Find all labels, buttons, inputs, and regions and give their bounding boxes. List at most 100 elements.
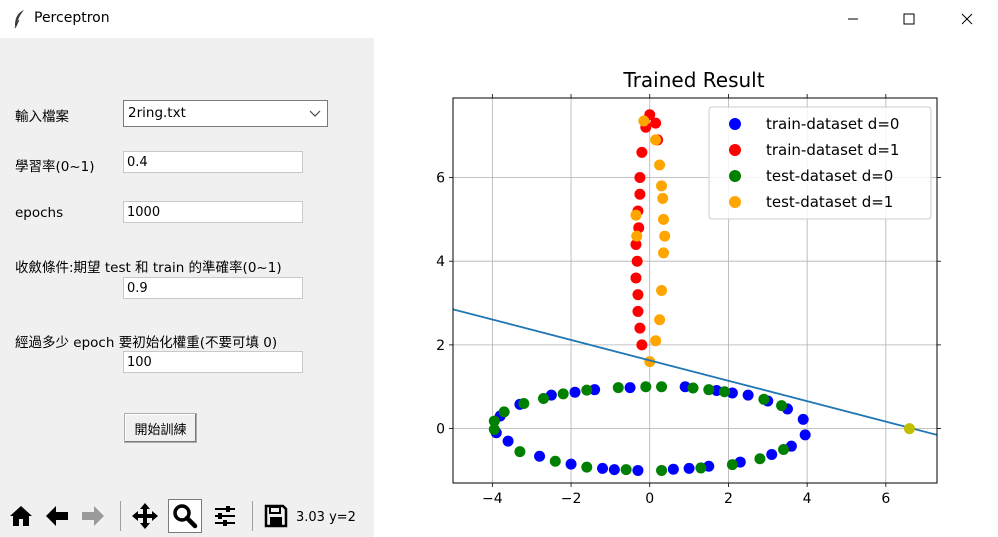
- scatter-point-series-0: [608, 464, 620, 476]
- save-icon: [264, 504, 288, 528]
- x-tick-label: 4: [803, 491, 812, 507]
- scatter-point-series-3: [658, 213, 670, 225]
- scatter-point-series-2: [557, 388, 569, 400]
- scatter-point-series-3: [650, 134, 662, 146]
- legend-marker: [729, 118, 741, 130]
- control-panel: 輸入檔案 2ring.txt 學習率(0~1) epochs 收斂條件:期望 t…: [0, 38, 374, 537]
- scatter-point-series-2: [581, 461, 593, 473]
- minimize-icon: [848, 18, 858, 20]
- scatter-point-series-1: [630, 272, 642, 284]
- scatter-point-series-0: [742, 389, 754, 401]
- home-button[interactable]: [4, 499, 38, 533]
- decision-boundary-line: [453, 308, 937, 436]
- scatter-point-series-0: [799, 429, 811, 441]
- file-label: 輸入檔案: [15, 109, 69, 125]
- scatter-point-series-2: [538, 392, 550, 404]
- window-title: Perceptron: [34, 10, 110, 26]
- scatter-point-series-2: [488, 415, 500, 427]
- close-button[interactable]: [944, 0, 990, 38]
- x-tick-label: 2: [724, 491, 733, 507]
- scatter-point-series-0: [624, 382, 636, 394]
- legend-label: train-dataset d=0: [766, 115, 899, 133]
- scatter-point-series-3: [659, 230, 671, 242]
- scatter-point-series-3: [658, 247, 670, 259]
- legend: train-dataset d=0 train-dataset d=1 test-d…: [708, 106, 932, 220]
- start-training-button[interactable]: 開始訓練: [124, 413, 197, 443]
- legend-marker: [729, 170, 741, 182]
- scatter-point-series-1: [634, 322, 646, 334]
- scatter-point-series-1: [633, 222, 645, 234]
- scatter-point-series-0: [683, 462, 695, 474]
- forward-arrow-icon: [82, 506, 104, 526]
- scatter-point-series-1: [634, 188, 646, 200]
- scatter-point-series-0: [632, 464, 644, 476]
- scatter-point-series-0: [667, 463, 679, 475]
- learning-rate-label: 學習率(0~1): [15, 159, 95, 175]
- scatter-point-series-0: [502, 435, 514, 447]
- scatter-point-series-2: [612, 382, 624, 394]
- feather-icon: [14, 10, 24, 29]
- scatter-point-series-2: [640, 381, 652, 393]
- scatter-point-series-2: [518, 397, 530, 409]
- pan-icon: [132, 503, 158, 529]
- file-select[interactable]: 2ring.txt: [123, 100, 328, 127]
- minimize-button[interactable]: [830, 0, 876, 38]
- save-button[interactable]: [259, 499, 293, 533]
- scatter-point-series-1: [650, 117, 662, 129]
- reinit-input[interactable]: [123, 351, 303, 373]
- scatter-point-series-0: [589, 384, 601, 396]
- scatter-point-series-3: [657, 192, 669, 204]
- back-arrow-icon: [46, 506, 68, 526]
- scatter-point-series-2: [498, 406, 510, 418]
- x-tick-label: 6: [881, 491, 890, 507]
- toolbar-separator: [120, 501, 121, 531]
- scatter-point-series-1: [630, 238, 642, 250]
- scatter-point-series-0: [766, 449, 778, 461]
- configure-icon: [215, 506, 235, 526]
- forward-button[interactable]: [76, 499, 110, 533]
- scatter-point-series-3: [650, 335, 662, 347]
- cursor-coordinates: 3.03 y=2: [296, 510, 356, 525]
- zoom-button[interactable]: [168, 499, 202, 533]
- scatter-point-series-2: [488, 423, 500, 435]
- scatter-point-series-2: [656, 464, 668, 476]
- home-icon: [10, 506, 32, 526]
- scatter-point-series-2: [758, 393, 770, 405]
- scatter-point-series-3: [656, 180, 668, 192]
- scatter-point-series-2: [776, 400, 788, 412]
- scatter-point-series-0: [569, 386, 581, 398]
- scatter-point-series-1: [634, 172, 646, 184]
- back-button[interactable]: [40, 499, 74, 533]
- maximize-button[interactable]: [886, 0, 932, 38]
- scatter-point-series-3: [654, 314, 666, 326]
- pan-button[interactable]: [128, 499, 162, 533]
- epochs-input[interactable]: [123, 201, 303, 223]
- scatter-point-series-2: [687, 382, 699, 394]
- scatter-point-series-2: [656, 381, 668, 393]
- data-series: [453, 109, 937, 476]
- legend-box: [708, 106, 932, 220]
- convergence-input[interactable]: [123, 277, 303, 299]
- file-select-value: 2ring.txt: [128, 105, 186, 121]
- scatter-point-series-1: [631, 255, 643, 267]
- toolbar-separator: [252, 501, 253, 531]
- y-tick-label: 2: [436, 338, 445, 354]
- maximize-icon: [903, 13, 915, 25]
- scatter-point-series-2: [703, 384, 715, 396]
- x-tick-label: −2: [561, 491, 582, 507]
- learning-rate-input[interactable]: [123, 151, 303, 173]
- scatter-point-series-0: [797, 413, 809, 425]
- axes-frame: [452, 97, 938, 484]
- legend-marker: [729, 144, 741, 156]
- title-bar: Perceptron: [0, 0, 998, 38]
- chevron-down-icon: [309, 110, 321, 117]
- navigation-toolbar: 3.03 y=2: [0, 495, 374, 537]
- trained-result-chart[interactable]: Trained Result −4 −2 0 2 4 6 0 2 4 6 train-datase…: [374, 38, 998, 537]
- configure-subplots-button[interactable]: [208, 499, 242, 533]
- scatter-point-series-3: [654, 159, 666, 171]
- y-tick-label: 4: [436, 254, 445, 270]
- scatter-point-series-1: [636, 146, 648, 158]
- scatter-point-series-2: [549, 455, 561, 467]
- scatter-point-series-1: [636, 339, 648, 351]
- zoom-icon: [173, 504, 198, 529]
